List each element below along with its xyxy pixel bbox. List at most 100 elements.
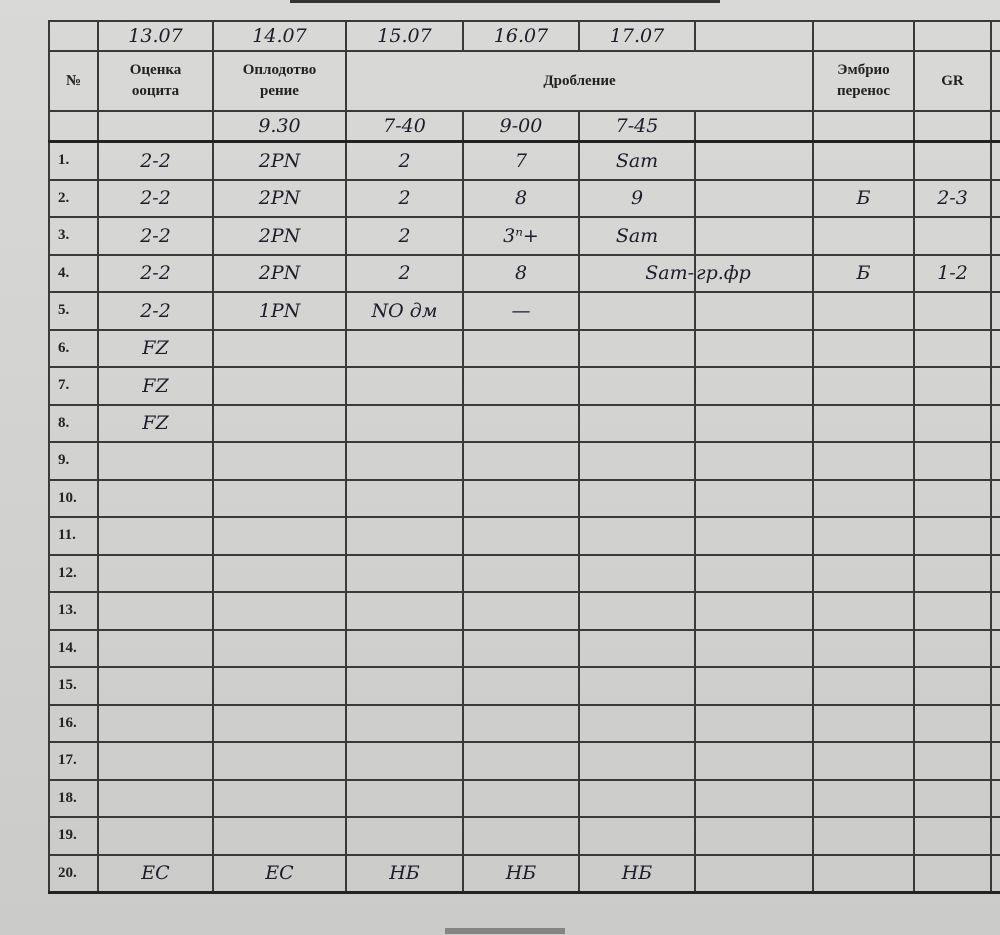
table-cell — [812, 591, 915, 631]
table-cell — [97, 441, 214, 481]
table-cell: гр.фр — [694, 253, 814, 293]
table-cell: 2PN — [212, 140, 347, 181]
table-cell — [462, 778, 580, 818]
table-row: 4. 2-2 2PN 2 8 Sam-гр.фр Б 1-2 — [48, 253, 1000, 293]
row-number: 14. — [48, 628, 99, 668]
table-cell — [212, 703, 347, 743]
table-cell — [345, 478, 464, 518]
table-cell — [462, 403, 580, 443]
date-cell: 13.07 — [97, 20, 214, 52]
table-cell: 2 — [345, 140, 464, 181]
table-row: 6. FZ — [48, 328, 1000, 368]
row-number: 18. — [48, 778, 99, 818]
table-cell — [578, 441, 696, 481]
table-cell — [97, 516, 214, 556]
table-cell — [694, 816, 814, 856]
table-cell — [97, 741, 214, 781]
table-cell — [578, 741, 696, 781]
table-cell — [812, 553, 915, 593]
table-cell: — — [462, 291, 580, 331]
table-cell — [812, 140, 915, 181]
row-number: 15. — [48, 666, 99, 706]
table-cell — [462, 591, 580, 631]
table-cell: 2 — [345, 178, 464, 218]
table-cell — [913, 778, 992, 818]
table-cell: НБ — [345, 853, 464, 894]
table-cell — [212, 403, 347, 443]
table-cell — [345, 816, 464, 856]
table-cell: 3ⁿ+ — [462, 216, 580, 256]
table-row: 12. — [48, 553, 1000, 593]
table-cell — [462, 741, 580, 781]
table-cell — [462, 516, 580, 556]
table-cell: 1-2 — [913, 253, 992, 293]
table-cell: 2PN — [212, 216, 347, 256]
table-cell: 2-2 — [97, 140, 214, 181]
table-cell — [212, 553, 347, 593]
table-cell — [212, 328, 347, 368]
table-cell — [913, 216, 992, 256]
table-cell — [212, 366, 347, 406]
row-number: 1. — [48, 140, 99, 181]
table-cell — [212, 591, 347, 631]
table-cell — [913, 441, 992, 481]
table-cell — [913, 853, 992, 894]
table-cell: 1PN — [212, 291, 347, 331]
table-cell: FZ — [97, 403, 214, 443]
table-cell — [212, 666, 347, 706]
table-cell — [694, 628, 814, 668]
table-cell: Б — [812, 178, 915, 218]
table-cell — [913, 591, 992, 631]
table-cell — [913, 328, 992, 368]
embryology-log-table: 13.07 14.07 15.07 16.07 17.07 № Оценка о… — [48, 20, 1000, 894]
table-cell — [345, 666, 464, 706]
table-cell — [694, 441, 814, 481]
table-cell: 2-2 — [97, 253, 214, 293]
table-cell: Sam — [578, 140, 696, 181]
date-cell: 17.07 — [578, 20, 696, 52]
table-cell — [345, 366, 464, 406]
table-cell — [694, 403, 814, 443]
table-cell — [462, 441, 580, 481]
table-cell — [694, 516, 814, 556]
row-number: 2. — [48, 178, 99, 218]
table-cell — [97, 553, 214, 593]
table-row: 17. — [48, 741, 1000, 781]
table-cell — [694, 591, 814, 631]
row-number: 19. — [48, 816, 99, 856]
table-cell — [462, 703, 580, 743]
table-cell: 7 — [462, 140, 580, 181]
table-row: 3. 2-2 2PN 2 3ⁿ+ Sam — [48, 216, 1000, 256]
table-cell — [812, 853, 915, 894]
time-cell: 9-00 — [462, 110, 580, 143]
table-cell — [812, 628, 915, 668]
table-cell — [212, 441, 347, 481]
table-cell — [345, 591, 464, 631]
table-row: 19. — [48, 816, 1000, 856]
table-cell — [694, 366, 814, 406]
row-number: 16. — [48, 703, 99, 743]
header-fertilization: Оплодотво рение — [212, 50, 347, 112]
row-number: 8. — [48, 403, 99, 443]
header-cleavage: Дробление — [345, 50, 814, 112]
table-cell: НБ — [462, 853, 580, 894]
table-cell: NO дм — [345, 291, 464, 331]
header-gr: GR — [913, 50, 992, 112]
table-cell: 2-2 — [97, 178, 214, 218]
table-cell: НБ — [578, 853, 696, 894]
table-cell: 2 — [345, 216, 464, 256]
row-number: 20. — [48, 853, 99, 894]
table-cell — [913, 553, 992, 593]
header-oocyte: Оценка ооцита — [97, 50, 214, 112]
table-cell — [812, 816, 915, 856]
table-row: 2. 2-2 2PN 2 8 9 Б 2-3 — [48, 178, 1000, 218]
table-cell — [462, 666, 580, 706]
time-cell: 7-45 — [578, 110, 696, 143]
date-cell: 16.07 — [462, 20, 580, 52]
row-number: 13. — [48, 591, 99, 631]
row-number: 3. — [48, 216, 99, 256]
table-cell — [812, 741, 915, 781]
table-cell: FZ — [97, 328, 214, 368]
table-cell — [212, 478, 347, 518]
table-cell: ЕС — [212, 853, 347, 894]
